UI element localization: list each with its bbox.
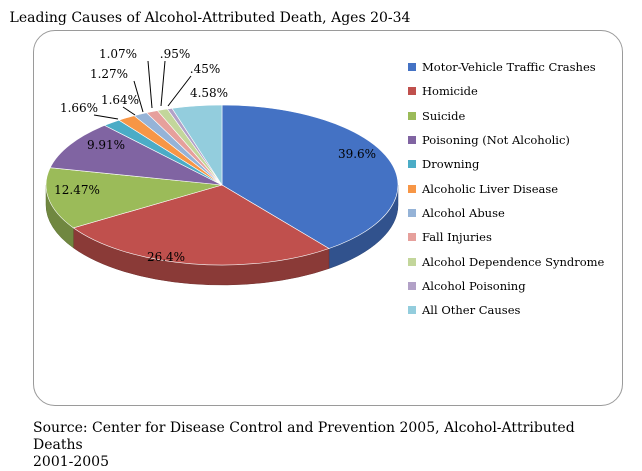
legend-item-4: Drowning <box>408 152 604 176</box>
legend-swatch-1 <box>408 87 416 96</box>
legend-swatch-10 <box>408 306 416 315</box>
legend-swatch-4 <box>408 160 416 169</box>
legend-label-7: Fall Injuries <box>422 230 492 245</box>
source-line-1: Source: Center for Disease Control and P… <box>33 420 575 453</box>
legend-swatch-8 <box>408 257 416 266</box>
source-line-2: 2001-2005 <box>33 454 109 470</box>
leader-line-8 <box>160 60 166 107</box>
legend-label-3: Poisoning (Not Alcoholic) <box>422 133 570 148</box>
legend-swatch-6 <box>408 208 416 217</box>
legend-label-8: Alcohol Dependence Syndrome <box>422 254 605 269</box>
leader-line-6 <box>133 80 144 113</box>
chart-frame <box>33 30 623 406</box>
leader-line-4 <box>93 114 119 120</box>
slice-2[interactable] <box>45 167 223 229</box>
data-label-8: .95% <box>160 47 191 61</box>
legend: Motor-Vehicle Traffic Crashes Homicide Sui… <box>408 55 604 322</box>
legend-item-0: Motor-Vehicle Traffic Crashes <box>408 55 604 79</box>
legend-label-1: Homicide <box>422 84 478 99</box>
data-label-4: 1.66% <box>60 101 98 115</box>
legend-label-6: Alcohol Abuse <box>422 205 505 220</box>
data-label-5: 1.64% <box>101 93 139 107</box>
data-label-7: 1.07% <box>99 47 137 61</box>
data-label-1: 26.4% <box>147 250 185 264</box>
legend-label-9: Alcohol Poisoning <box>422 278 526 293</box>
legend-item-6: Alcohol Abuse <box>408 201 604 225</box>
legend-swatch-2 <box>408 111 416 120</box>
legend-item-2: Suicide <box>408 104 604 128</box>
legend-item-5: Alcoholic Liver Disease <box>408 176 604 200</box>
leader-line-7 <box>147 60 153 109</box>
leader-line-9 <box>167 75 192 107</box>
data-label-3: 9.91% <box>87 138 125 152</box>
legend-swatch-0 <box>408 63 416 72</box>
slice-10[interactable] <box>171 104 223 187</box>
legend-swatch-3 <box>408 136 416 145</box>
legend-label-2: Suicide <box>422 108 466 123</box>
data-label-0: 39.6% <box>338 147 376 161</box>
legend-swatch-7 <box>408 233 416 242</box>
pie-top <box>45 104 399 266</box>
data-label-2: 12.47% <box>54 183 100 197</box>
data-label-9: .45% <box>190 62 221 76</box>
legend-label-10: All Other Causes <box>422 303 521 318</box>
leader-line-5 <box>122 106 136 116</box>
legend-swatch-5 <box>408 184 416 193</box>
legend-item-8: Alcohol Dependence Syndrome <box>408 249 604 273</box>
slice-3[interactable] <box>49 125 223 186</box>
legend-item-1: Homicide <box>408 79 604 103</box>
source-note: Source: Center for Disease Control and P… <box>33 420 623 471</box>
legend-item-9: Alcohol Poisoning <box>408 274 604 298</box>
legend-item-10: All Other Causes <box>408 298 604 322</box>
slice-0[interactable] <box>221 104 399 249</box>
data-label-6: 1.27% <box>90 67 128 81</box>
chart-title: Leading Causes of Alcohol-Attributed Dea… <box>9 10 411 26</box>
legend-item-7: Fall Injuries <box>408 225 604 249</box>
legend-label-0: Motor-Vehicle Traffic Crashes <box>422 60 596 75</box>
legend-swatch-9 <box>408 281 416 290</box>
legend-label-5: Alcoholic Liver Disease <box>422 181 559 196</box>
legend-label-4: Drowning <box>422 157 480 172</box>
slice-1[interactable] <box>72 184 330 266</box>
data-labels: 39.6% 26.4% 12.47% 9.91% 1.66%1.64% 1.27% 1.07… <box>54 47 376 264</box>
data-label-10: 4.58% <box>190 86 228 100</box>
legend-item-3: Poisoning (Not Alcoholic) <box>408 128 604 152</box>
